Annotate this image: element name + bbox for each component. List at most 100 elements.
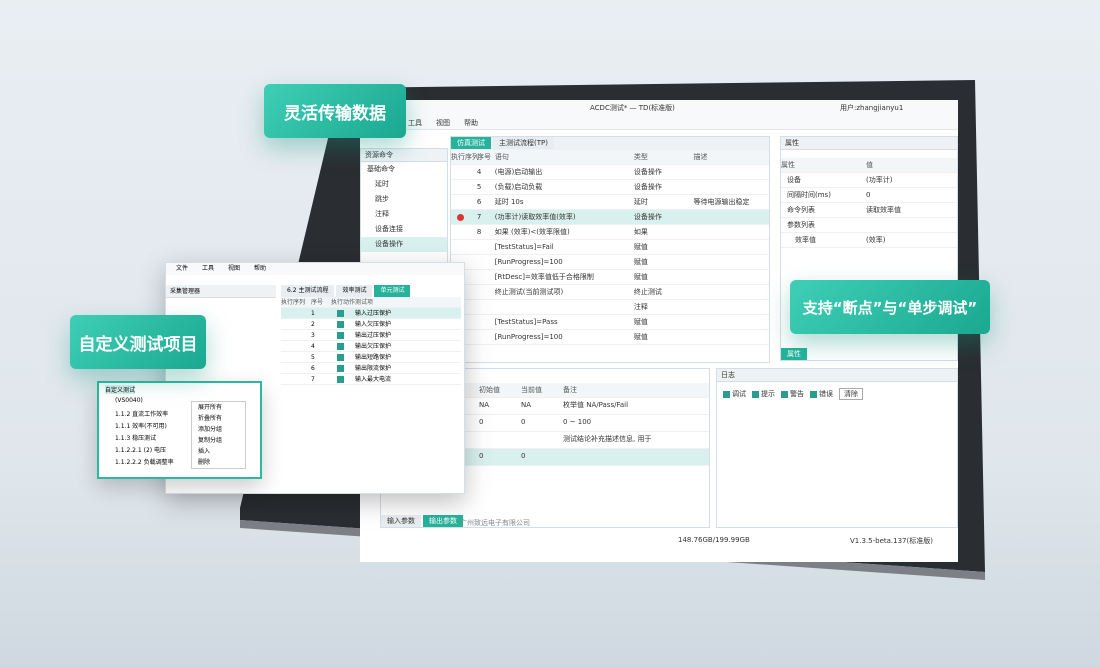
properties-tab[interactable]: 属性 [781,348,807,360]
editor-cell [495,300,634,314]
editor-cell: 6 [476,198,482,206]
tree-item[interactable]: (VS0040) [115,397,143,404]
editor-row: 6 延时 10s 延时 等待电源输出稳定 [451,195,769,210]
checkbox[interactable] [337,321,344,328]
variable-cell: 0 [479,418,484,426]
checkbox[interactable] [752,390,759,398]
menu-item[interactable]: 折叠所有 [198,415,223,422]
editor-row: [RunProgress]=100 赋值 [451,255,769,270]
check-cell [331,341,355,351]
column-header: 语句 [494,153,509,161]
column-header: 执行序列 [281,299,306,306]
filter-label: 调试 [732,390,746,398]
editor-tab[interactable]: 仿真测试 [451,137,491,149]
panel-title: 资源命令 [361,149,447,162]
property-cell: 效率值 [795,236,816,244]
overlay-tab[interactable]: 效率测试 [336,285,373,297]
editor-cell: [TestStatus]=Pass [494,318,558,326]
editor-cell: [RunProgress]=100 [494,333,563,341]
overlay-tab[interactable]: 单元测试 [374,285,411,297]
overlay-cell: 2 [311,321,315,328]
variables-tab[interactable]: 输出参数 [423,515,463,527]
log-panel: 日志 调试 提示 警告 错误 清除 [716,368,958,528]
overlay-row: 2 输入欠压保护 [281,319,461,330]
resource-item[interactable]: 设备连接 [375,225,403,233]
checkbox[interactable] [337,343,344,350]
tree-item[interactable]: 1.1.2 直流工作效率 [115,411,169,418]
variable-cell: 0 [521,452,526,460]
user-name: 用户:zhangjianyu1 [840,104,904,112]
resource-item[interactable]: 设备操作 [361,237,447,252]
menu-item[interactable]: 工具 [202,265,215,272]
editor-cell: 5 [476,183,482,191]
editor-cell [693,330,769,344]
badge: 灵活传输数据 [264,84,406,138]
check-cell [331,319,355,329]
menu-item[interactable]: 帮助 [254,265,267,272]
menu-item[interactable]: 视图 [436,119,450,127]
menu-item[interactable]: 展开所有 [198,404,223,411]
tree-item[interactable]: 1.1.2.2.2 负载调整率 [115,459,174,466]
editor-cell [477,300,495,314]
company-name: 广州致远电子有限公司 [460,519,530,527]
overlay-cell: 1 [311,310,315,317]
resource-item[interactable]: 注释 [375,210,389,218]
checkbox[interactable] [781,390,788,398]
editor-row: 4 (电源)启动输出 设备操作 [451,165,769,180]
variables-tab[interactable]: 输入参数 [381,515,421,527]
editor-cell [693,240,769,254]
menu-item[interactable]: 文件 [176,265,189,272]
editor-cell: 赋值 [633,243,648,251]
tree-item[interactable]: 1.1.2.2.1 (2) 电压 [115,447,167,454]
overlay-row: 5 输出短路保护 [281,352,461,363]
column-header: 类型 [633,153,648,161]
editor-cell: 如果 (效率)<(效率限值) [494,228,570,236]
column-header: 备注 [563,386,577,394]
variable-cell [521,432,563,448]
editor-cell [693,285,769,299]
checkbox[interactable] [337,354,344,361]
variable-cell: NA [521,401,532,409]
property-cell: 设备 [787,176,801,184]
checkbox[interactable] [723,390,730,398]
tree-item[interactable]: 自定义测试 [105,385,136,394]
context-menu: 展开所有折叠所有添加分组复制分组插入删除 [191,401,246,469]
check-cell [331,374,355,384]
menu-item[interactable]: 帮助 [464,119,478,127]
overlay-cell: 输入欠压保护 [355,321,392,328]
breakpoint-cell [451,195,477,209]
menu-item[interactable]: 视图 [228,265,241,272]
properties-header: 属性 值 [781,158,957,173]
menu-item[interactable]: 插入 [198,448,211,455]
checkbox[interactable] [337,376,344,383]
overlay-row: 6 输出限流保护 [281,363,461,374]
checkbox[interactable] [337,310,344,317]
checkbox[interactable] [810,390,817,398]
editor-tab[interactable]: 主测试流程(TP) [493,137,554,149]
menu-item[interactable]: 复制分组 [198,437,223,444]
variable-cell [479,432,521,448]
checkbox[interactable] [337,365,344,372]
breakpoint [457,214,464,221]
breakpoint-cell [451,210,477,224]
variable-cell [563,449,683,465]
column-header: 序号 [311,299,324,306]
menu-item[interactable]: 删除 [198,459,211,466]
overlay-row: 3 输出过压保护 [281,330,461,341]
editor-row: [TestStatus]=Fail 赋值 [451,240,769,255]
log-filters: 调试 提示 警告 错误 清除 [717,386,957,402]
editor-cell: 如果 [633,228,648,236]
tree-item[interactable]: 1.1.3 稳压测试 [115,435,157,442]
tree-item[interactable]: 1.1.1 效率(不可用) [115,423,167,430]
clear-button[interactable]: 清除 [839,388,863,400]
menu-item[interactable]: 工具 [408,119,422,127]
resource-item[interactable]: 跳步 [375,195,389,203]
overlay-tab[interactable]: 6.2 主测试流程 [281,285,335,297]
resource-item[interactable]: 延时 [375,180,389,188]
editor-cell: (功率计)读取效率值(效率) [494,213,576,221]
resource-item[interactable]: 基础命令 [367,165,395,173]
badge: 自定义测试项目 [70,315,206,369]
menu-item[interactable]: 添加分组 [198,426,223,433]
filter-label: 错误 [819,390,833,398]
checkbox[interactable] [337,332,344,339]
